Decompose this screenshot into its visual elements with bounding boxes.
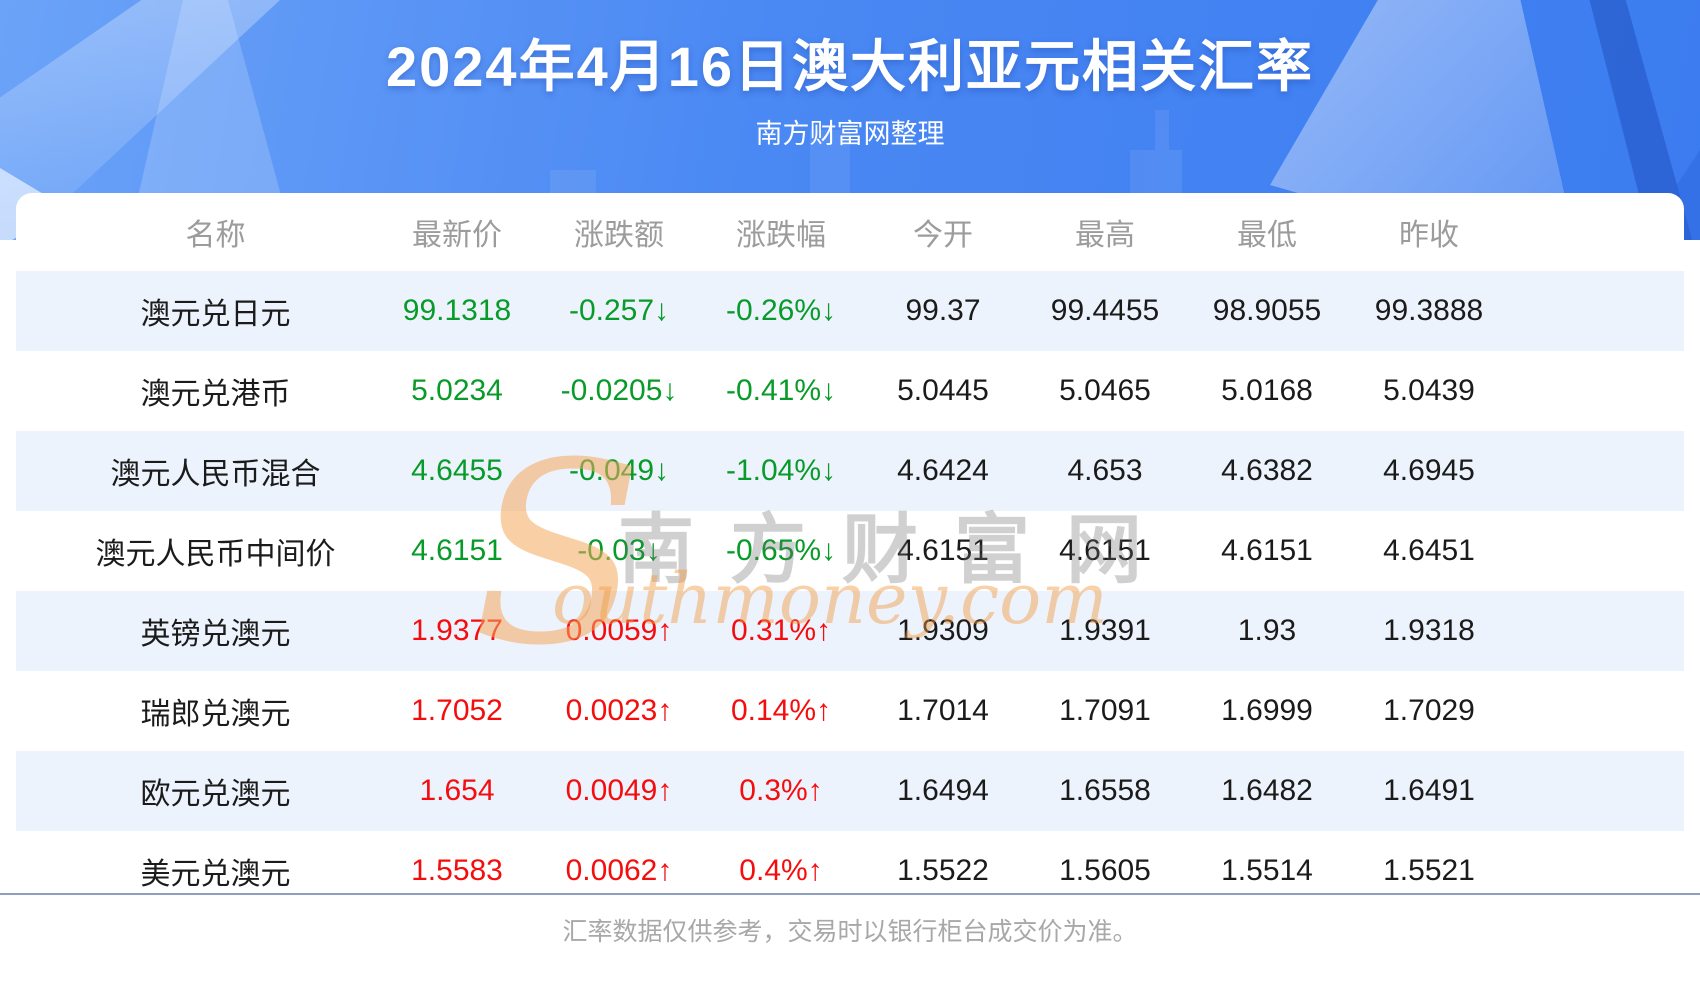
table-row: 澳元人民币中间价 4.6151 -0.03↓ -0.65%↓ 4.6151 4.… [16,511,1684,591]
cell-low: 1.6482 [1221,774,1313,807]
cell-change-amount: -0.049↓ [568,454,670,487]
cell-spacer [1510,591,1684,671]
cell-open: 1.5522 [897,854,989,887]
cell-high: 5.0465 [1059,374,1151,407]
column-header: 名称 [185,219,246,252]
cell-high: 1.9391 [1059,614,1151,647]
cell-change-percent: 0.14%↑ [730,694,832,727]
cell-pair-name: 欧元兑澳元 [140,778,291,811]
cell-pair-name: 澳元人民币中间价 [95,538,336,571]
cell-change-amount: -0.03↓ [577,534,661,567]
footer-note: 汇率数据仅供参考，交易时以银行柜台成交价为准。 [562,918,1138,946]
cell-prev-close: 99.3888 [1374,294,1484,327]
cell-last-price: 4.6151 [411,534,503,567]
cell-change-amount: 0.0049↑ [565,774,673,807]
table-row: 美元兑澳元 1.5583 0.0062↑ 0.4%↑ 1.5522 1.5605… [16,831,1684,911]
column-header: 最高 [1075,219,1135,252]
cell-change-amount: -0.257↓ [568,294,670,327]
cell-open: 1.9309 [897,614,989,647]
cell-low: 5.0168 [1221,374,1313,407]
cell-spacer [1510,671,1684,751]
cell-spacer [1510,271,1684,351]
cell-change-amount: 0.0023↑ [565,694,673,727]
cell-low: 1.93 [1237,614,1297,647]
cell-prev-close: 4.6451 [1383,534,1475,567]
table-row: 瑞郎兑澳元 1.7052 0.0023↑ 0.14%↑ 1.7014 1.709… [16,671,1684,751]
cell-pair-name: 澳元兑港币 [140,378,291,411]
cell-prev-close: 4.6945 [1383,454,1475,487]
column-header: 昨收 [1399,219,1459,252]
table-header-row: 名称 最新价 涨跌额 涨跌幅 今开 最高 最低 昨收 [16,193,1684,271]
page-subtitle: 南方财富网整理 [755,119,945,149]
cell-prev-close: 1.9318 [1383,614,1475,647]
cell-spacer [1510,431,1684,511]
cell-low: 1.5514 [1221,854,1313,887]
cell-low: 4.6382 [1221,454,1313,487]
cell-low: 98.9055 [1212,294,1322,327]
cell-change-amount: -0.0205↓ [560,374,678,407]
cell-prev-close: 1.7029 [1383,694,1475,727]
cell-change-amount: 0.0062↑ [565,854,673,887]
cell-change-percent: 0.31%↑ [730,614,832,647]
column-header: 最新价 [412,219,502,252]
column-header: 今开 [913,219,973,252]
cell-prev-close: 1.5521 [1383,854,1475,887]
cell-high: 1.6558 [1059,774,1151,807]
cell-high: 99.4455 [1050,294,1160,327]
column-header: 最低 [1237,219,1297,252]
cell-change-percent: 0.3%↑ [739,774,823,807]
cell-pair-name: 澳元人民币混合 [110,458,321,491]
cell-change-percent: 0.4%↑ [739,854,823,887]
column-spacer [1510,193,1684,271]
table-row: 澳元兑日元 99.1318 -0.257↓ -0.26%↓ 99.37 99.4… [16,271,1684,351]
cell-pair-name: 美元兑澳元 [140,858,291,891]
cell-spacer [1510,831,1684,911]
cell-open: 99.37 [905,294,981,327]
cell-last-price: 1.654 [419,774,495,807]
cell-change-percent: -0.26%↓ [725,294,837,327]
table-row: 英镑兑澳元 1.9377 0.0059↑ 0.31%↑ 1.9309 1.939… [16,591,1684,671]
cell-spacer [1510,751,1684,831]
cell-pair-name: 瑞郎兑澳元 [140,698,291,731]
cell-open: 1.6494 [897,774,989,807]
cell-high: 1.5605 [1059,854,1151,887]
cell-open: 5.0445 [897,374,989,407]
cell-change-percent: -1.04%↓ [725,454,837,487]
exchange-rate-table: 名称 最新价 涨跌额 涨跌幅 今开 最高 最低 昨收 澳元兑日元 99.1318 -0.257… [16,193,1684,911]
cell-open: 4.6151 [897,534,989,567]
cell-change-percent: -0.65%↓ [725,534,837,567]
cell-change-amount: 0.0059↑ [565,614,673,647]
cell-low: 4.6151 [1221,534,1313,567]
rates-card: 名称 最新价 涨跌额 涨跌幅 今开 最高 最低 昨收 澳元兑日元 99.1318 -0.257… [16,193,1684,1000]
table-row: 欧元兑澳元 1.654 0.0049↑ 0.3%↑ 1.6494 1.6558 … [16,751,1684,831]
cell-prev-close: 5.0439 [1383,374,1475,407]
cell-pair-name: 英镑兑澳元 [140,618,291,651]
cell-spacer [1510,511,1684,591]
cell-high: 4.653 [1067,454,1143,487]
cell-last-price: 5.0234 [411,374,503,407]
cell-prev-close: 1.6491 [1383,774,1475,807]
table-row: 澳元兑港币 5.0234 -0.0205↓ -0.41%↓ 5.0445 5.0… [16,351,1684,431]
cell-last-price: 99.1318 [402,294,512,327]
cell-open: 1.7014 [897,694,989,727]
bottom-divider [0,893,1700,895]
table-row: 澳元人民币混合 4.6455 -0.049↓ -1.04%↓ 4.6424 4.… [16,431,1684,511]
cell-high: 1.7091 [1059,694,1151,727]
cell-pair-name: 澳元兑日元 [140,298,291,331]
cell-high: 4.6151 [1059,534,1151,567]
cell-last-price: 1.5583 [411,854,503,887]
cell-open: 4.6424 [897,454,989,487]
cell-change-percent: -0.41%↓ [725,374,837,407]
cell-low: 1.6999 [1221,694,1313,727]
cell-last-price: 4.6455 [411,454,503,487]
cell-last-price: 1.7052 [411,694,503,727]
cell-spacer [1510,351,1684,431]
column-header: 涨跌幅 [736,219,826,252]
cell-last-price: 1.9377 [411,614,503,647]
column-header: 涨跌额 [574,219,664,252]
page-title: 2024年4月16日澳大利亚元相关汇率 [385,35,1314,98]
